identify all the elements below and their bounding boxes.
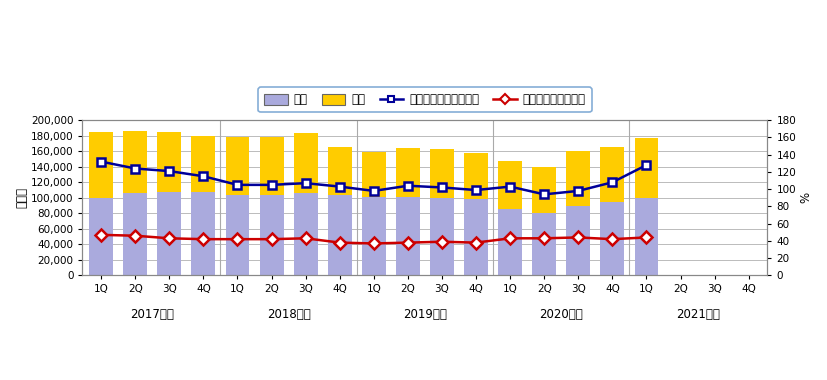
Bar [89, 198, 113, 276]
Bar [533, 213, 556, 276]
Bar [327, 147, 351, 195]
Bar [294, 193, 318, 276]
Bar [294, 133, 318, 193]
Text: 2021年度: 2021年度 [676, 308, 719, 321]
Text: 2017年度: 2017年度 [131, 308, 174, 321]
Bar [89, 132, 113, 198]
Bar [260, 137, 284, 195]
Bar [464, 153, 488, 200]
Bar [566, 151, 590, 206]
Bar [192, 136, 215, 192]
Bar [533, 167, 556, 213]
Bar [430, 198, 454, 276]
Bar [157, 132, 181, 192]
Y-axis label: %: % [799, 192, 812, 203]
Bar [260, 195, 284, 276]
Bar [464, 200, 488, 276]
Bar [362, 152, 385, 197]
Bar [226, 195, 250, 276]
Bar [566, 206, 590, 276]
Bar [634, 198, 658, 276]
Bar [362, 197, 385, 276]
Y-axis label: 百万円: 百万円 [15, 187, 28, 208]
Bar [498, 209, 522, 276]
Bar [327, 195, 351, 276]
Bar [123, 193, 147, 276]
Text: 2020年度: 2020年度 [539, 308, 583, 321]
Bar [430, 149, 454, 198]
Bar [123, 131, 147, 193]
Text: 2019年度: 2019年度 [403, 308, 447, 321]
Bar [498, 161, 522, 209]
Bar [157, 192, 181, 276]
Bar [634, 138, 658, 198]
Bar [226, 137, 250, 195]
Bar [600, 147, 624, 202]
Legend: 国内, 輸出, 総額前年比（右目盛）, 輸出比率（右目盛）: 国内, 輸出, 総額前年比（右目盛）, 輸出比率（右目盛） [258, 87, 591, 112]
Text: 2018年度: 2018年度 [267, 308, 310, 321]
Bar [192, 192, 215, 276]
Bar [396, 148, 420, 197]
Bar [396, 197, 420, 276]
Bar [600, 202, 624, 276]
